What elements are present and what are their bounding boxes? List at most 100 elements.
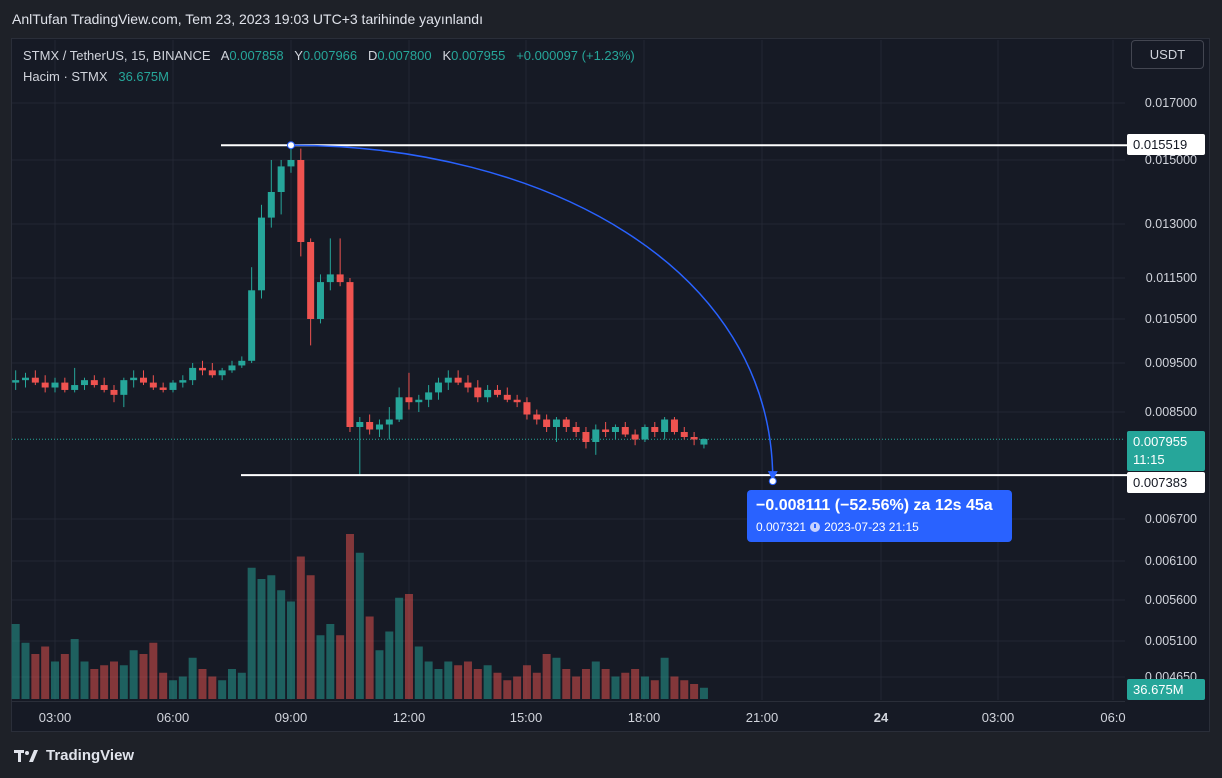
volume-bar	[670, 676, 679, 699]
volume-bar	[80, 661, 89, 699]
candle-body	[61, 382, 69, 390]
candle-body	[139, 377, 147, 383]
volume-bar	[159, 672, 168, 699]
candle-body	[41, 382, 49, 388]
legend-high-value: 0.007966	[302, 48, 358, 63]
price-tick: 0.006100	[1144, 554, 1197, 568]
candle-body	[503, 394, 511, 400]
legend-symbol[interactable]: STMX / TetherUS, 15, BINANCE	[23, 48, 211, 63]
time-tick: 03:00	[38, 710, 72, 725]
volume-bar	[493, 672, 502, 699]
volume-bar	[395, 597, 404, 699]
time-tick-day: 24	[873, 710, 889, 725]
volume-bar	[306, 575, 315, 699]
candle-body	[405, 397, 413, 403]
candle-body	[208, 370, 216, 376]
candle-body	[543, 419, 551, 427]
volume-bar	[51, 661, 59, 699]
legend-low-value: 0.007800	[377, 48, 432, 63]
bar-countdown: 11:15	[1133, 452, 1165, 467]
last-volume-label: 36.675M	[1127, 679, 1205, 700]
time-tick: 12:00	[392, 710, 426, 725]
time-axis[interactable]: 03:00 06:00 09:00 12:00 15:00 18:00 21:0…	[12, 701, 1126, 732]
volume-bar	[454, 665, 463, 699]
candle-body	[651, 427, 659, 432]
candle-body	[248, 290, 256, 361]
volume-bar	[611, 676, 620, 699]
candle-body	[31, 377, 39, 383]
volume-bar	[326, 624, 335, 699]
volume-bar	[542, 654, 551, 699]
candle-body	[602, 429, 610, 432]
volume-bar	[640, 676, 649, 699]
volume-bar	[385, 631, 394, 699]
volume-bar	[473, 669, 482, 699]
price-tick: 0.010500	[1144, 312, 1197, 326]
volume-bar	[267, 575, 276, 699]
time-tick: 03:00	[981, 710, 1015, 725]
candle-body	[523, 402, 531, 415]
candle-body	[287, 160, 295, 167]
legend-close-value: 0.007955	[451, 48, 506, 63]
clock-icon	[810, 522, 821, 532]
volume-bar	[424, 661, 433, 699]
candle-body	[22, 377, 30, 381]
volume-bar	[218, 680, 227, 699]
date-price-range-label[interactable]: −0.008111 (−52.56%) za 12s 45a 0.007321 …	[747, 490, 1012, 542]
volume-bar	[375, 650, 384, 699]
candle-body	[257, 217, 265, 291]
volume-bar	[316, 635, 325, 699]
volume-bar	[345, 534, 354, 699]
volume-bar	[336, 635, 345, 699]
volume-bar	[699, 687, 708, 699]
legend-open-value: 0.007858	[229, 48, 284, 63]
volume-legend-key[interactable]: Hacim · STMX	[23, 69, 108, 84]
anchor-point	[768, 477, 777, 486]
candle-body	[572, 427, 580, 432]
volume-bar	[444, 661, 453, 699]
volume-bar	[168, 680, 177, 699]
time-tick: 09:00	[274, 710, 308, 725]
candle-body	[71, 385, 79, 390]
time-tick: 15:00	[509, 710, 543, 725]
candle-body	[395, 397, 403, 420]
candle-body	[346, 282, 354, 427]
volume-bar	[188, 657, 197, 699]
candle-body	[80, 380, 88, 386]
candle-body	[110, 389, 118, 395]
candle-body	[238, 360, 246, 366]
candle-body	[700, 439, 708, 445]
volume-bar	[296, 556, 305, 699]
projection-arc	[290, 144, 774, 481]
price-tick: 0.006700	[1144, 512, 1197, 526]
candle-body	[385, 419, 393, 425]
candle-body	[366, 422, 374, 430]
candle-body	[198, 367, 206, 371]
volume-bar	[277, 590, 286, 699]
last-price-label: 0.007955 11:15	[1127, 431, 1205, 471]
anchor-point	[286, 141, 295, 150]
price-tick: 0.013000	[1144, 217, 1197, 231]
candle-body	[641, 427, 649, 440]
volume-bar	[286, 601, 295, 699]
volume-bar	[414, 646, 423, 699]
volume-bar	[680, 680, 689, 699]
volume-bar	[119, 665, 128, 699]
currency-button[interactable]: USDT	[1131, 40, 1204, 69]
legend-close-key: K	[442, 48, 452, 63]
tradingview-logo[interactable]: TradingView	[14, 747, 134, 764]
volume-bar	[552, 657, 561, 699]
chart-pane[interactable]	[11, 38, 1210, 732]
range-target-info: 0.007321 2023-07-23 21:15	[756, 520, 919, 534]
volume-bar	[129, 650, 138, 699]
candle-body	[130, 377, 138, 381]
candle-body	[464, 382, 472, 388]
volume-bar	[100, 665, 109, 699]
candle-body	[533, 414, 541, 420]
candle-body	[690, 437, 698, 440]
candle-body	[375, 424, 383, 430]
volume-bar	[11, 624, 20, 699]
volume-bar	[60, 654, 69, 699]
volume-legend-value: 36.675M	[118, 69, 169, 84]
